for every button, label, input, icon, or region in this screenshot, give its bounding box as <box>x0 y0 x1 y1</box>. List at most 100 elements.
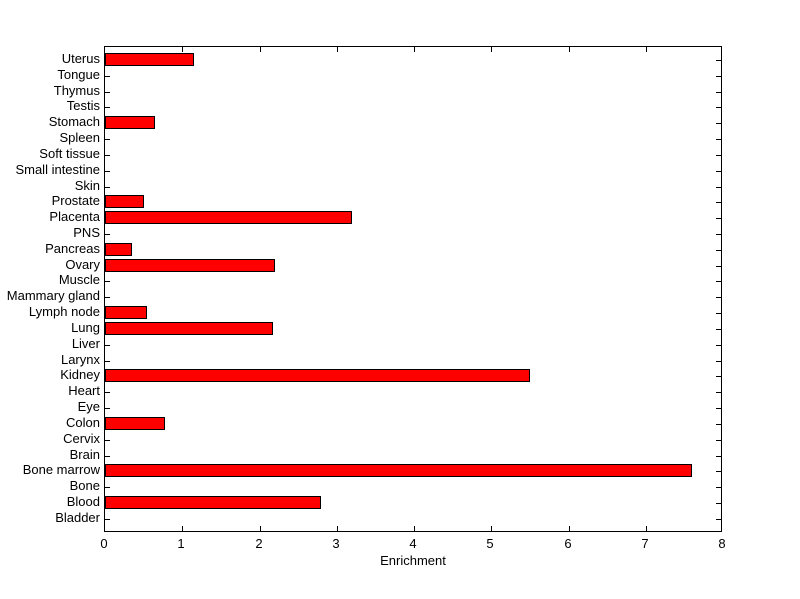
y-tick-label: Heart <box>68 383 100 398</box>
y-tick-right <box>716 107 721 108</box>
y-tick-label: Brain <box>69 447 100 462</box>
bar-pancreas <box>105 243 132 256</box>
y-tick-left <box>105 297 110 298</box>
bar-bone-marrow <box>105 464 692 477</box>
x-tick-label: 1 <box>177 536 185 551</box>
y-tick-right <box>716 92 721 93</box>
y-tick-label: Spleen <box>59 130 100 145</box>
y-tick-left <box>105 361 110 362</box>
y-tick-left <box>105 487 110 488</box>
y-tick-label: Lymph node <box>28 304 100 319</box>
y-tick-label: Thymus <box>53 83 100 98</box>
y-tick-right <box>716 487 721 488</box>
y-tick-label: Muscle <box>58 272 100 287</box>
bar-stomach <box>105 116 155 129</box>
y-tick-right <box>716 123 721 124</box>
y-tick-right <box>716 361 721 362</box>
y-tick-label: Bone <box>69 478 100 493</box>
y-tick-right <box>716 503 721 504</box>
y-tick-right <box>716 266 721 267</box>
y-tick-right <box>716 408 721 409</box>
y-tick-label: Colon <box>66 415 100 430</box>
y-tick-label: Prostate <box>51 193 100 208</box>
y-tick-label: PNS <box>73 225 100 240</box>
y-tick-label: Ovary <box>65 257 100 272</box>
y-tick-label: Cervix <box>63 431 100 446</box>
x-tick-bottom <box>491 526 492 531</box>
y-tick-right <box>716 313 721 314</box>
bar-uterus <box>105 53 194 66</box>
x-tick-top <box>646 47 647 52</box>
y-tick-label: Skin <box>74 178 100 193</box>
y-tick-left <box>105 107 110 108</box>
y-tick-left <box>105 139 110 140</box>
x-tick-bottom <box>260 526 261 531</box>
y-tick-left <box>105 187 110 188</box>
y-tick-right <box>716 471 721 472</box>
y-tick-label: Uterus <box>61 51 100 66</box>
y-tick-label: Larynx <box>60 352 100 367</box>
y-tick-label: Mammary gland <box>6 288 100 303</box>
x-tick-label: 2 <box>255 536 263 551</box>
y-tick-label: Eye <box>77 399 100 414</box>
y-tick-left <box>105 519 110 520</box>
x-tick-bottom <box>569 526 570 531</box>
y-tick-label: Soft tissue <box>39 146 100 161</box>
y-tick-label: Testis <box>66 98 100 113</box>
y-tick-right <box>716 345 721 346</box>
y-tick-right <box>716 281 721 282</box>
y-tick-label: Small intestine <box>15 162 100 177</box>
bar-colon <box>105 417 165 430</box>
y-tick-right <box>716 202 721 203</box>
y-tick-label: Bladder <box>55 510 100 525</box>
bar-blood <box>105 496 321 509</box>
y-tick-right <box>716 60 721 61</box>
x-tick-top <box>260 47 261 52</box>
y-tick-left <box>105 345 110 346</box>
bar-lymph-node <box>105 306 147 319</box>
y-tick-right <box>716 376 721 377</box>
x-tick-label: 8 <box>718 536 726 551</box>
y-tick-right <box>716 440 721 441</box>
y-tick-left <box>105 281 110 282</box>
bar-prostate <box>105 195 144 208</box>
y-tick-label: Bone marrow <box>22 462 100 477</box>
x-tick-label: 4 <box>409 536 417 551</box>
x-tick-top <box>182 47 183 52</box>
x-tick-label: 6 <box>564 536 572 551</box>
y-tick-label: Pancreas <box>45 241 100 256</box>
y-tick-right <box>716 297 721 298</box>
bar-placenta <box>105 211 352 224</box>
y-tick-label: Lung <box>71 320 100 335</box>
y-tick-label: Kidney <box>60 367 100 382</box>
y-tick-left <box>105 155 110 156</box>
x-tick-label: 7 <box>641 536 649 551</box>
y-tick-right <box>716 519 721 520</box>
plot-area <box>104 46 722 532</box>
x-tick-top <box>491 47 492 52</box>
y-tick-left <box>105 456 110 457</box>
bar-lung <box>105 322 273 335</box>
y-tick-right <box>716 187 721 188</box>
bar-kidney <box>105 369 530 382</box>
y-tick-label: Stomach <box>48 114 100 129</box>
x-tick-bottom <box>414 526 415 531</box>
y-tick-right <box>716 456 721 457</box>
y-tick-left <box>105 76 110 77</box>
y-tick-label: Placenta <box>49 209 100 224</box>
y-tick-right <box>716 218 721 219</box>
x-tick-top <box>337 47 338 52</box>
y-tick-right <box>716 424 721 425</box>
x-axis-title: Enrichment <box>380 553 446 568</box>
y-tick-left <box>105 171 110 172</box>
x-tick-top <box>414 47 415 52</box>
y-tick-left <box>105 440 110 441</box>
x-tick-bottom <box>182 526 183 531</box>
y-tick-label: Liver <box>71 336 100 351</box>
x-tick-bottom <box>337 526 338 531</box>
y-tick-label: Tongue <box>57 67 100 82</box>
x-tick-label: 3 <box>332 536 340 551</box>
y-tick-right <box>716 155 721 156</box>
y-tick-right <box>716 171 721 172</box>
